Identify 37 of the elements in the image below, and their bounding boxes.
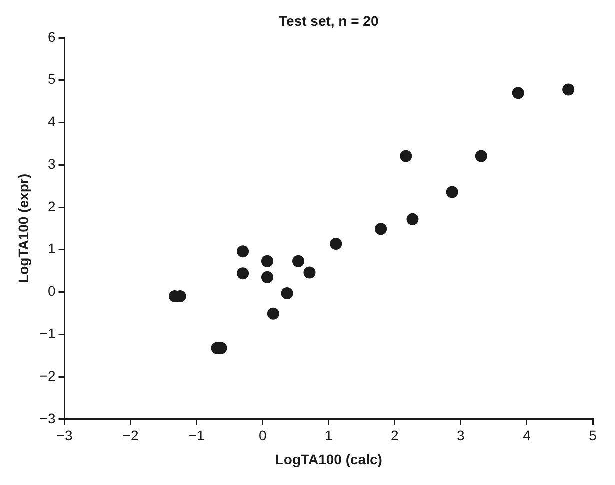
x-tick-label: −1 xyxy=(188,428,206,444)
point xyxy=(292,255,305,268)
y-tick-label: 2 xyxy=(48,198,56,214)
point xyxy=(400,150,412,162)
x-tick-label: 0 xyxy=(258,428,267,444)
point xyxy=(237,246,250,258)
point xyxy=(375,223,388,236)
y-axis-title: LogTA100 (expr) xyxy=(15,174,32,284)
x-tick-label: 3 xyxy=(457,428,466,444)
point xyxy=(304,266,316,279)
y-tick-label: 6 xyxy=(48,28,56,45)
point xyxy=(267,308,280,320)
point xyxy=(406,213,419,226)
point xyxy=(261,255,274,268)
point xyxy=(475,150,488,162)
x-tick-label: 4 xyxy=(523,428,532,444)
point xyxy=(281,288,294,300)
y-tick-label: 1 xyxy=(48,240,56,257)
point xyxy=(446,186,458,198)
x-tick-label: 2 xyxy=(391,428,400,444)
y-tick-label: 5 xyxy=(48,71,56,88)
y-tick-label: −2 xyxy=(40,368,56,384)
point xyxy=(512,87,524,100)
y-tick-label: −3 xyxy=(40,410,56,426)
y-tick-label: 4 xyxy=(48,114,56,130)
x-axis-title: LogTA100 (calc) xyxy=(275,451,382,468)
point xyxy=(261,271,274,284)
point xyxy=(562,84,575,96)
chart-title: Test set, n = 20 xyxy=(279,12,379,29)
x-tick-label: 1 xyxy=(324,428,333,444)
y-tick-label: 0 xyxy=(48,283,56,300)
point xyxy=(330,238,342,250)
point xyxy=(237,268,250,280)
y-tick-label: 3 xyxy=(48,156,56,172)
x-tick-label: 5 xyxy=(589,428,598,444)
x-tick-label: −2 xyxy=(122,428,139,444)
y-tick-label: −1 xyxy=(40,326,56,342)
